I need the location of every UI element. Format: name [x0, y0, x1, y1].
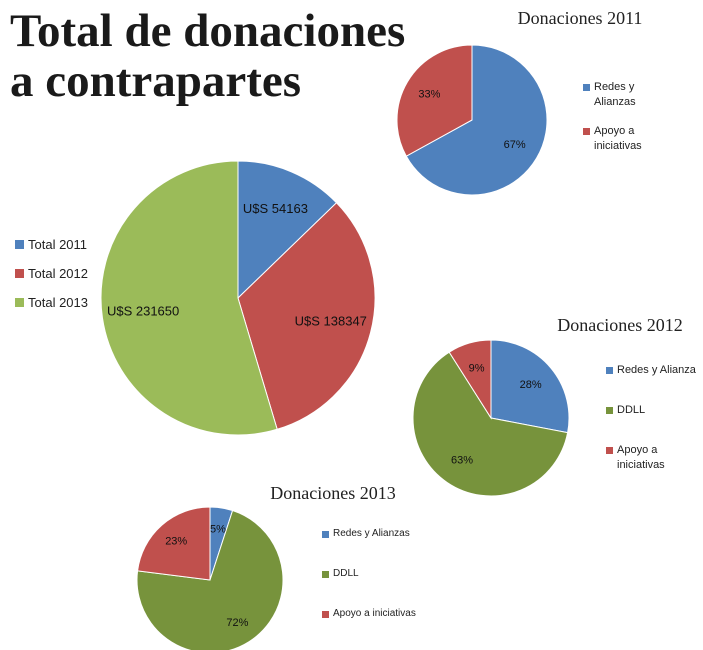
legend-item: Redes y Alianzas	[322, 527, 422, 541]
legend-label: Redes y Alianzas	[333, 528, 410, 539]
legend-item: Redes y Alianzas	[583, 80, 655, 110]
legend-swatch	[15, 269, 24, 278]
legend-item: Apoyo a iniciativas	[322, 607, 422, 621]
legend-item: Apoyo a iniciativas	[606, 443, 696, 473]
legend-swatch	[606, 407, 613, 414]
data-label: 63%	[451, 454, 473, 466]
legend-label: Apoyo a iniciativas	[594, 125, 642, 152]
legend-label: DDLL	[333, 568, 359, 579]
pie-slice	[396, 44, 473, 157]
legend-swatch	[606, 367, 613, 374]
pie-slice	[412, 351, 569, 497]
data-label: U$S 54163	[243, 201, 308, 216]
data-label: U$S 138347	[295, 314, 367, 329]
legend-swatch	[322, 570, 329, 578]
legend-swatch	[583, 128, 590, 135]
data-label: U$S 231650	[107, 303, 179, 318]
legend-label: Total 2011	[28, 237, 88, 252]
legend-swatch	[322, 530, 329, 538]
legend-swatch	[606, 447, 613, 454]
legend-item: Redes y Alianza	[606, 363, 696, 378]
legend-label: Apoyo a iniciativas	[333, 608, 416, 619]
pie-slice	[237, 202, 376, 430]
legend-item: Total 2011	[15, 236, 115, 253]
legend-item: Apoyo a iniciativas	[583, 124, 655, 154]
data-label: 72%	[226, 617, 248, 629]
pie-title: Donaciones 2012	[557, 315, 682, 335]
pie-slice	[100, 160, 278, 436]
legend-swatch	[15, 240, 24, 249]
legend-label: Redes y Alianzas	[594, 81, 636, 108]
legend-item: Total 2012	[15, 265, 115, 282]
pie-slice	[405, 44, 548, 196]
pie-slice	[490, 339, 570, 434]
legend-swatch	[322, 610, 329, 618]
legend-item: Total 2013	[15, 294, 115, 311]
pie-title: Donaciones 2013	[270, 483, 395, 503]
data-label: 67%	[504, 139, 526, 151]
legend-label: Apoyo a iniciativas	[617, 444, 665, 471]
legend-item: DDLL	[606, 403, 696, 418]
legend-swatch	[15, 298, 24, 307]
pie-slice	[448, 339, 492, 420]
page-title: Total de donaciones a contrapartes	[10, 5, 406, 107]
legend-label: Total 2013	[28, 295, 88, 310]
data-label: 33%	[418, 89, 440, 101]
legend-item: DDLL	[322, 567, 422, 581]
legend-swatch	[583, 84, 590, 91]
data-label: 23%	[165, 536, 187, 548]
legend-label: Redes y Alianza	[617, 364, 696, 376]
data-label: 9%	[469, 362, 485, 374]
pie-title: Donaciones 2011	[518, 8, 643, 28]
pie-slice	[237, 160, 338, 300]
legend-label: DDLL	[617, 404, 646, 416]
data-label: 5%	[210, 523, 226, 535]
pie-slice	[137, 506, 211, 581]
legend-label: Total 2012	[28, 266, 88, 281]
data-label: 28%	[520, 379, 542, 391]
